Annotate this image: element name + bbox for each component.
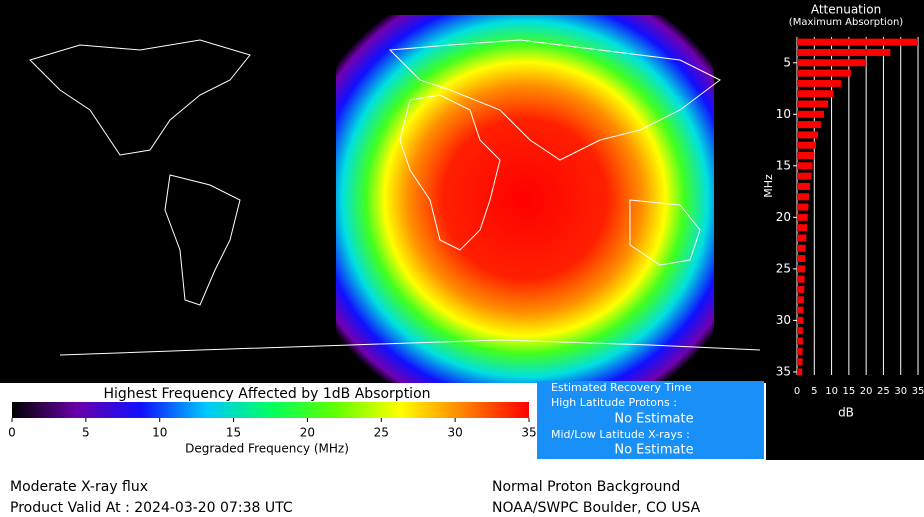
bar xyxy=(797,368,803,376)
x-axis-label: dB xyxy=(838,406,854,420)
bar xyxy=(797,182,811,190)
colorbar-title: Highest Frequency Affected by 1dB Absorp… xyxy=(103,386,430,402)
footer-text: Normal Proton Background xyxy=(492,479,680,495)
footer-text: Moderate X-ray flux xyxy=(10,479,148,495)
y-tick-label: 10 xyxy=(776,107,791,121)
y-axis-label: MHz xyxy=(762,174,775,198)
x-tick-label: 30 xyxy=(894,386,907,397)
bar xyxy=(797,255,806,263)
colorbar-tick-label: 35 xyxy=(521,426,536,440)
absorption-region xyxy=(336,15,714,383)
x-tick-label: 10 xyxy=(825,386,838,397)
bar xyxy=(797,69,851,77)
colorbar-tick-label: 20 xyxy=(300,426,315,440)
attenuation-title: Attenuation xyxy=(811,3,881,17)
bar xyxy=(797,265,805,273)
colorbar-tick-label: 0 xyxy=(8,426,16,440)
bar xyxy=(797,79,841,87)
bar xyxy=(797,337,803,345)
x-tick-label: 15 xyxy=(842,386,855,397)
bar xyxy=(797,327,803,335)
bar xyxy=(797,213,808,221)
bar xyxy=(797,203,809,211)
bar xyxy=(797,275,805,283)
x-tick-label: 20 xyxy=(860,386,873,397)
x-tick-label: 35 xyxy=(912,386,924,397)
bar xyxy=(797,285,805,293)
bar xyxy=(797,59,867,67)
recovery-value: No Estimate xyxy=(614,412,693,427)
bar xyxy=(797,131,819,139)
colorbar xyxy=(12,402,529,418)
attenuation-panel xyxy=(766,0,924,460)
colorbar-tick-label: 25 xyxy=(374,426,389,440)
y-tick-label: 30 xyxy=(776,313,791,327)
bar xyxy=(797,162,813,170)
footer-text: NOAA/SWPC Boulder, CO USA xyxy=(492,500,701,516)
bar xyxy=(797,100,829,108)
x-tick-label: 25 xyxy=(877,386,890,397)
recovery-box xyxy=(537,381,764,459)
bar xyxy=(797,234,807,242)
colorbar-tick-label: 10 xyxy=(152,426,167,440)
bar xyxy=(797,244,806,252)
bar xyxy=(797,121,821,129)
bar xyxy=(797,224,808,232)
footer-text: Product Valid At : 2024-03-20 07:38 UTC xyxy=(10,500,293,516)
colorbar-tick-label: 15 xyxy=(226,426,241,440)
y-tick-label: 15 xyxy=(776,158,791,172)
colorbar-tick-label: 30 xyxy=(448,426,463,440)
colorbar-label: Degraded Frequency (MHz) xyxy=(185,442,349,456)
bar xyxy=(797,38,918,46)
bar xyxy=(797,90,834,98)
bar xyxy=(797,347,803,355)
y-tick-label: 35 xyxy=(776,364,791,378)
colorbar-tick-label: 5 xyxy=(82,426,90,440)
y-tick-label: 25 xyxy=(776,261,791,275)
bar xyxy=(797,306,804,314)
bar xyxy=(797,296,804,304)
recovery-value: No Estimate xyxy=(614,443,693,458)
y-tick-label: 5 xyxy=(783,55,791,69)
bar xyxy=(797,48,891,56)
x-tick-label: 0 xyxy=(794,386,800,397)
recovery-title: Estimated Recovery Time xyxy=(551,381,692,394)
attenuation-subtitle: (Maximum Absorption) xyxy=(789,17,903,28)
bar xyxy=(797,316,804,324)
bar xyxy=(797,172,812,180)
y-tick-label: 20 xyxy=(776,210,791,224)
bar xyxy=(797,141,817,149)
recovery-label: Mid/Low Latitude X-rays : xyxy=(551,428,690,441)
bar xyxy=(797,193,810,201)
bar xyxy=(797,152,815,160)
coastlines xyxy=(29,39,761,356)
x-tick-label: 5 xyxy=(811,386,817,397)
bar xyxy=(797,110,824,118)
recovery-label: High Latitude Protons : xyxy=(551,396,677,409)
bar xyxy=(797,358,803,366)
